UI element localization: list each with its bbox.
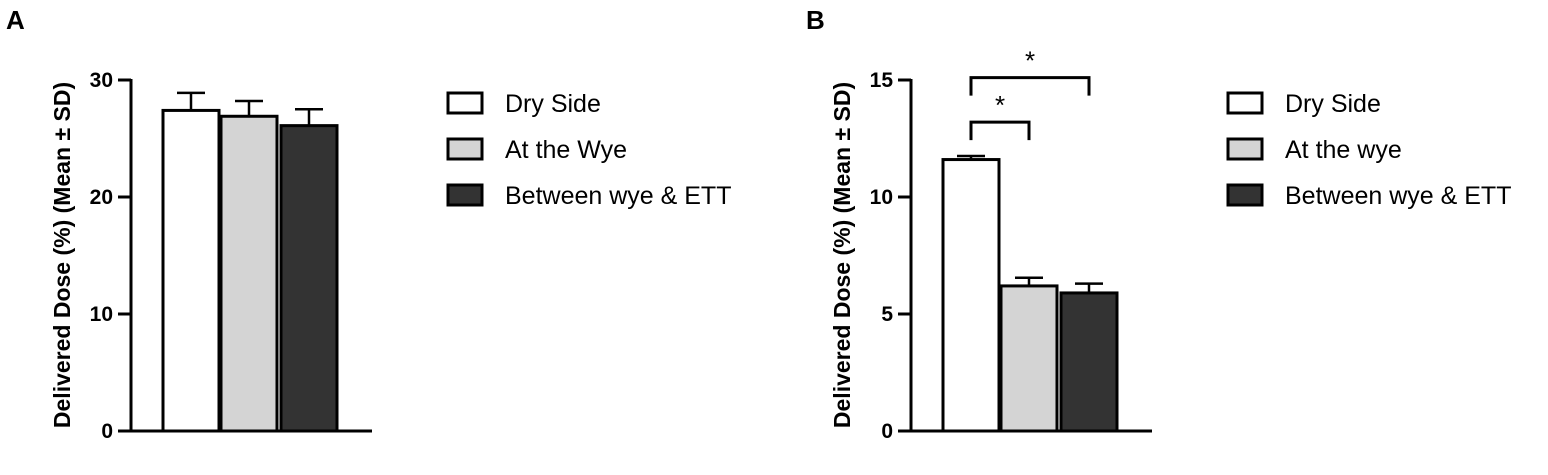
panel-b-y-tick-label-3: 15 <box>870 69 894 92</box>
panel-a: A Delivered Dose (%) (Mean ± SD) 0 10 20 30… <box>6 5 731 443</box>
panel-b-y-tick-label-0: 0 <box>881 420 893 443</box>
panel-a-legend: Dry Side At the Wye Between wye & ETT <box>446 90 731 210</box>
panel-a-legend-swatch-1 <box>446 91 484 115</box>
panel-a-y-tick-label-0: 0 <box>101 420 113 443</box>
panel-b-significance-bracket-1 <box>969 120 1031 141</box>
panel-a-letter: A <box>6 5 25 35</box>
panel-a-bar-1 <box>161 108 221 433</box>
panel-b-letter: B <box>806 5 825 35</box>
panel-a-y-tick-label-3: 30 <box>90 69 113 92</box>
panel-b-legend-label-1: Dry Side <box>1285 90 1381 118</box>
panel-a-plot: 0 10 20 30 <box>90 69 372 443</box>
panel-b-bar-1 <box>941 158 1001 433</box>
panel-b-significance-bracket-2 <box>969 76 1091 96</box>
panel-a-bar-3 <box>279 124 339 433</box>
panel-b-bar-3 <box>1059 291 1119 433</box>
panel-b: B Delivered Dose (%) (Mean ± SD) 0 5 10 15 *… <box>806 5 1511 443</box>
panel-b-legend-label-3: Between wye & ETT <box>1285 182 1511 210</box>
panel-a-legend-label-3: Between wye & ETT <box>505 182 731 210</box>
panel-b-legend: Dry Side At the wye Between wye & ETT <box>1226 90 1511 210</box>
panel-b-bar-2 <box>999 284 1059 433</box>
panel-a-y-tick-label-1: 10 <box>90 303 113 326</box>
panel-a-y-axis-title: Delivered Dose (%) (Mean ± SD) <box>49 82 75 428</box>
panel-a-legend-label-2: At the Wye <box>505 136 627 164</box>
panel-b-significance-star-1: * <box>995 90 1005 120</box>
panel-a-legend-label-1: Dry Side <box>505 90 601 118</box>
panel-a-bar-2 <box>219 114 279 433</box>
panel-b-significance-star-2: * <box>1025 46 1035 76</box>
panel-a-y-tick-label-2: 20 <box>90 186 113 209</box>
panel-b-y-axis-title: Delivered Dose (%) (Mean ± SD) <box>829 82 855 428</box>
panel-b-legend-swatch-1 <box>1226 91 1264 115</box>
panel-a-legend-swatch-3 <box>446 183 484 207</box>
panel-a-legend-swatch-2 <box>446 137 484 161</box>
panel-b-legend-swatch-3 <box>1226 183 1264 207</box>
panel-b-y-tick-label-1: 5 <box>881 303 893 326</box>
panel-b-plot: 0 5 10 15 * * <box>870 46 1152 443</box>
panel-b-legend-label-2: At the wye <box>1285 136 1402 164</box>
panel-b-legend-swatch-2 <box>1226 137 1264 161</box>
panel-b-y-tick-label-2: 10 <box>870 186 893 209</box>
